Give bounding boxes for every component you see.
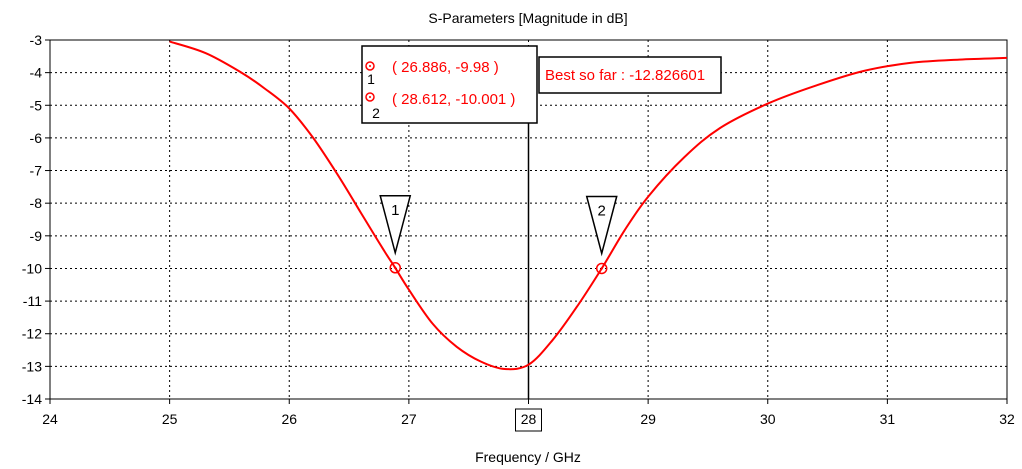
- readout-marker-1-value: ( 26.886, -9.98 ): [392, 59, 499, 76]
- readout-marker-2-id: 2: [372, 105, 380, 121]
- y-tick-label: -8: [30, 195, 43, 211]
- marker-readout-box: 1 ( 26.886, -9.98 ) 2 ( 28.612, -10.001 …: [361, 45, 538, 124]
- x-tick-label: 29: [640, 411, 656, 427]
- marker-2-point: [595, 262, 608, 275]
- x-axis-label: Frequency / GHz: [475, 449, 581, 465]
- y-tick-label: -7: [30, 163, 43, 179]
- y-tick-label: -14: [22, 391, 42, 407]
- marker-1-label: 1: [391, 202, 399, 219]
- marker-2-triangle-icon: [585, 195, 618, 257]
- chart-title: S-Parameters [Magnitude in dB]: [428, 10, 627, 26]
- readout-marker-2-icon: [365, 92, 375, 102]
- marker-1-center: [394, 266, 397, 270]
- best-so-far-text: Best so far : -12.826601: [545, 67, 705, 84]
- x-tick-label: 28: [521, 411, 537, 427]
- readout-marker-1-icon: [365, 61, 375, 71]
- y-tick-label: -10: [22, 260, 42, 276]
- y-tick-label: -4: [30, 65, 43, 81]
- x-tick-label: 30: [760, 411, 776, 427]
- y-tick-label: -6: [30, 130, 43, 146]
- readout-marker-2-value: ( 28.612, -10.001 ): [392, 91, 515, 108]
- y-tick-label: -11: [23, 293, 42, 309]
- x-tick-labels: 24 25 26 27 28 29 30 31 32: [42, 411, 1015, 427]
- highlighted-tick-box: [515, 408, 542, 432]
- best-so-far-box: Best so far : -12.826601: [538, 56, 722, 94]
- series-line-s11: [169, 40, 1008, 371]
- y-tick-label: -5: [30, 97, 43, 113]
- readout-marker-1-id: 1: [367, 71, 375, 87]
- y-tick-label: -3: [30, 32, 43, 48]
- x-tick-label: 32: [999, 411, 1015, 427]
- y-tick-label: -12: [22, 326, 42, 342]
- y-tick-labels: -3 -4 -5 -6 -7 -8 -9 -10 -11 -12 -13 -14: [22, 32, 42, 407]
- y-tick-label: -9: [30, 228, 43, 244]
- marker-1-triangle-icon: [379, 195, 412, 256]
- axis-ticks: [45, 39, 1008, 404]
- x-tick-label: 27: [401, 411, 417, 427]
- x-tick-label: 25: [162, 411, 178, 427]
- y-tick-label: -13: [22, 358, 42, 374]
- x-tick-label: 26: [281, 411, 297, 427]
- x-tick-label: 24: [42, 411, 58, 427]
- marker-2-center: [600, 267, 603, 270]
- marker-2-label: 2: [598, 202, 606, 219]
- x-tick-label: 31: [880, 411, 896, 427]
- marker-1-point: [389, 262, 401, 274]
